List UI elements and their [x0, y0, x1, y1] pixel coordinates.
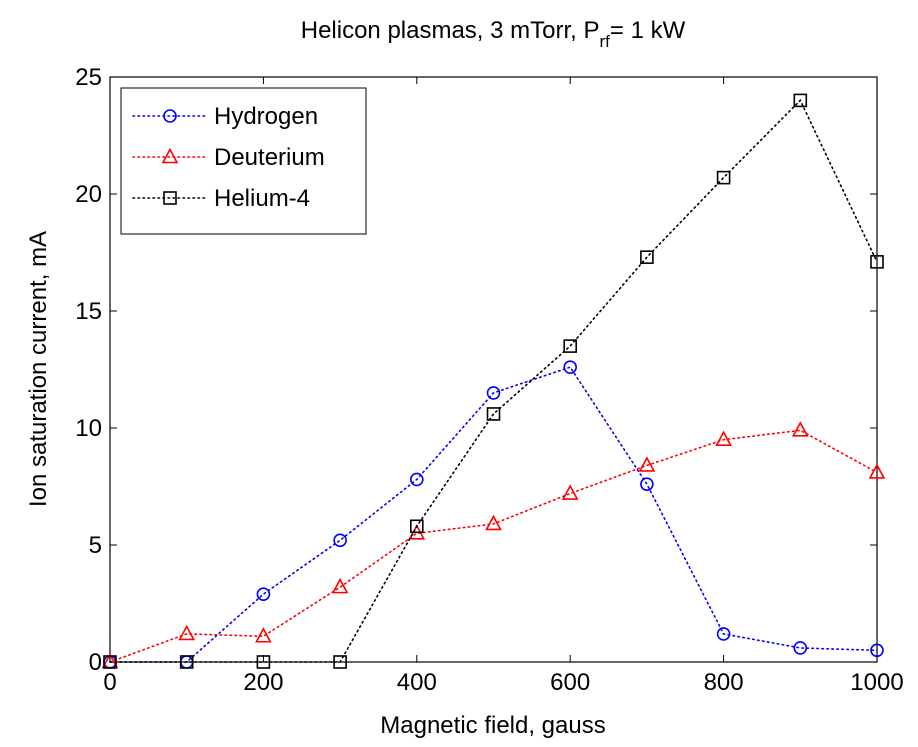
series-line-helium-4	[109, 99, 878, 663]
series-helium-4	[103, 93, 884, 669]
y-tick-label: 25	[75, 64, 102, 91]
series-line-hydrogen	[109, 366, 878, 663]
y-axis-label: Ion saturation current, mA	[25, 231, 52, 507]
x-tick-label: 800	[704, 669, 744, 696]
data-point-deuterium	[255, 627, 272, 643]
x-tick-label: 400	[397, 669, 437, 696]
data-point-hydrogen	[256, 587, 271, 601]
y-axis: 0 5 10 15 20 25	[75, 64, 877, 676]
data-point-helium-4	[563, 339, 578, 353]
data-point-hydrogen	[563, 360, 578, 374]
x-axis: 0 200 400 600 800 1000	[103, 77, 904, 696]
data-point-deuterium	[178, 624, 196, 641]
series-line-deuterium	[109, 429, 878, 663]
data-point-deuterium	[868, 463, 886, 479]
chart-title-subscript: rf	[600, 32, 611, 51]
legend-label-deuterium: Deuterium	[214, 144, 325, 171]
series-deuterium	[101, 421, 886, 669]
legend: Hydrogen Deuterium Helium-4	[120, 87, 367, 235]
x-tick-label: 0	[103, 669, 116, 696]
data-point-hydrogen	[793, 641, 808, 655]
legend-item-hydrogen: Hydrogen	[132, 103, 318, 130]
data-point-helium-4	[793, 93, 808, 108]
y-tick-label: 15	[75, 298, 102, 325]
data-point-deuterium	[561, 484, 579, 500]
data-point-hydrogen	[486, 386, 501, 400]
y-tick-label: 20	[75, 181, 102, 208]
data-point-hydrogen	[716, 627, 731, 641]
legend-label-hydrogen: Hydrogen	[214, 103, 318, 130]
data-point-helium-4	[103, 655, 117, 669]
data-point-helium-4	[870, 255, 884, 269]
data-point-helium-4	[333, 655, 347, 669]
data-point-hydrogen	[333, 533, 347, 548]
legend-marker-helium-4	[163, 191, 177, 205]
series-layer	[101, 93, 886, 669]
data-point-deuterium	[638, 456, 656, 472]
x-axis-label: Magnetic field, gauss	[380, 712, 605, 739]
legend-label-helium-4: Helium-4	[214, 185, 310, 212]
x-tick-label: 200	[243, 669, 283, 696]
series-hydrogen	[103, 360, 884, 669]
legend-item-helium-4: Helium-4	[132, 185, 310, 212]
chart-title-main: Helicon plasmas, 3 mTorr, P	[301, 17, 600, 44]
data-point-deuterium	[485, 514, 502, 531]
x-tick-label: 600	[550, 669, 590, 696]
legend-item-deuterium: Deuterium	[132, 144, 325, 171]
data-point-deuterium	[791, 421, 809, 437]
data-point-helium-4	[486, 407, 501, 421]
data-point-helium-4	[179, 655, 194, 669]
data-point-hydrogen	[870, 643, 884, 658]
data-point-helium-4	[640, 250, 654, 264]
data-point-helium-4	[716, 170, 731, 185]
data-point-deuterium	[715, 430, 732, 447]
x-tick-label: 1000	[850, 669, 903, 696]
legend-marker-hydrogen	[163, 109, 177, 123]
chart-title-tail: = 1 kW	[610, 17, 686, 44]
legend-box	[120, 87, 367, 235]
chart-title: Helicon plasmas, 3 mTorr, Prf= 1 kW	[301, 17, 686, 51]
data-point-helium-4	[409, 519, 424, 534]
y-tick-label: 0	[89, 649, 102, 676]
data-point-helium-4	[256, 655, 271, 669]
legend-marker-deuterium	[161, 147, 179, 164]
y-tick-label: 10	[75, 415, 102, 442]
data-point-hydrogen	[409, 472, 424, 487]
data-point-hydrogen	[640, 477, 654, 491]
data-point-deuterium	[331, 577, 349, 594]
y-tick-label: 5	[89, 532, 102, 559]
